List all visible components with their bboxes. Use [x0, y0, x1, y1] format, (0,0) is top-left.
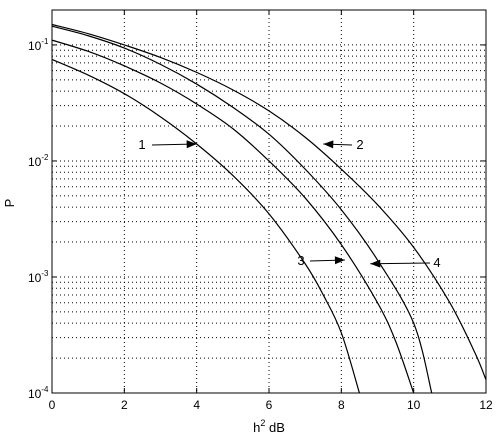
x-tick-label: 4 — [193, 398, 200, 412]
curves — [51, 23, 487, 394]
annotation-arrowhead — [323, 140, 334, 149]
annotation-label: 1 — [138, 137, 145, 152]
annotations: 1 2 3 4 — [138, 137, 440, 270]
curve-1 — [51, 58, 360, 394]
annotation-label: 3 — [297, 253, 304, 268]
x-tick-label: 8 — [338, 398, 345, 412]
annotation-1: 1 — [138, 137, 197, 152]
x-tick-label: 2 — [121, 398, 128, 412]
y-axis-label: P — [2, 199, 17, 208]
curve-4 — [51, 25, 433, 394]
annotation-arrowhead — [370, 259, 381, 268]
annotation-4: 4 — [370, 255, 441, 270]
annotation-2: 2 — [323, 137, 364, 152]
y-tick-label: 10-3 — [28, 269, 49, 285]
x-axis-label-base: h — [253, 420, 260, 435]
x-tick-label: 12 — [479, 398, 493, 412]
curve-2 — [51, 23, 487, 381]
x-axis-label: h2 dB — [253, 418, 285, 435]
y-tick-label: 10-1 — [28, 37, 49, 53]
x-tick-label: 0 — [49, 398, 56, 412]
annotation-label: 4 — [433, 255, 440, 270]
x-axis-label-superscript: 2 — [260, 418, 265, 428]
annotation-arrowhead — [186, 140, 197, 149]
annotation-arrowhead — [334, 256, 345, 265]
plot-background — [52, 10, 486, 393]
x-tick-label: 6 — [266, 398, 273, 412]
x-tick-label: 10 — [407, 398, 421, 412]
curve-3 — [51, 39, 415, 394]
annotation-3: 3 — [297, 253, 345, 268]
y-tick-label: 10-4 — [28, 385, 49, 401]
annotation-label: 2 — [356, 137, 363, 152]
x-axis-label-unit: dB — [265, 420, 285, 435]
y-tick-label: 10-2 — [28, 153, 49, 169]
